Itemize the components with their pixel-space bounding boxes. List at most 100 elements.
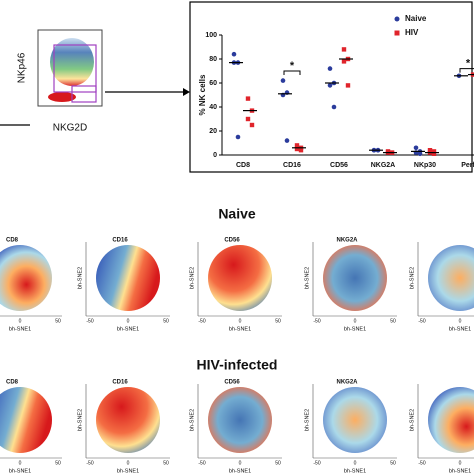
tsne-map xyxy=(0,245,52,311)
panel-title: CD56 xyxy=(224,238,240,244)
point xyxy=(280,78,286,83)
x-tick-label: CD16 xyxy=(283,162,301,169)
tsne-tick-label: 0 xyxy=(19,460,22,466)
point xyxy=(327,83,333,88)
gate xyxy=(71,85,97,103)
y-tick-label: 0 xyxy=(213,152,217,159)
y-tick-label: 80 xyxy=(209,56,217,63)
point xyxy=(249,122,255,128)
tsne-map xyxy=(208,387,272,453)
tsne-map xyxy=(428,245,474,311)
x-tick-label: Perf xyxy=(461,162,474,169)
y-tick-label: 20 xyxy=(209,128,217,135)
tsne-tick-label: 50 xyxy=(163,318,169,324)
legend-marker xyxy=(394,16,400,22)
flow-xlabel: NKG2D xyxy=(53,123,87,134)
y-tick-label: 40 xyxy=(209,104,217,111)
panel-title: CD16 xyxy=(112,238,128,244)
tsne-map xyxy=(323,387,387,453)
x-tick-label: NKG2A xyxy=(371,162,396,169)
tsne-tick-label: -50 xyxy=(198,318,205,324)
point xyxy=(235,134,241,140)
tsne-tick-label: -50 xyxy=(86,318,93,324)
significance-bracket xyxy=(459,68,474,73)
tsne-ylabel: bh-SNE2 xyxy=(409,267,415,289)
tsne-xlabel: bh-SNE1 xyxy=(229,326,251,332)
tsne-tick-label: -50 xyxy=(313,318,320,324)
point xyxy=(294,146,300,152)
panel-title: NKG2A xyxy=(336,380,358,386)
tsne-tick-label: 0 xyxy=(239,460,242,466)
tsne-ylabel: bh-SNE2 xyxy=(77,267,83,289)
tsne-tick-label: -50 xyxy=(418,318,425,324)
point xyxy=(431,149,437,154)
tsne-tick-label: 50 xyxy=(275,318,281,324)
tsne-tick-label: 0 xyxy=(127,460,130,466)
tsne-xlabel: bh-SNE1 xyxy=(9,468,31,474)
tsne-ylabel: bh-SNE2 xyxy=(304,267,310,289)
tsne-map xyxy=(323,245,387,311)
point xyxy=(345,83,351,88)
tsne-xlabel: bh-SNE1 xyxy=(9,326,31,332)
tsne-ylabel: bh-SNE2 xyxy=(304,409,310,431)
x-tick-label: NKp30 xyxy=(414,162,436,169)
point xyxy=(294,143,300,148)
tsne-ylabel: bh-SNE2 xyxy=(189,409,195,431)
point xyxy=(298,148,304,153)
tsne-tick-label: -50 xyxy=(86,460,93,466)
tsne-xlabel: bh-SNE1 xyxy=(344,326,366,332)
tsne-xlabel: bh-SNE1 xyxy=(449,326,471,332)
tsne-map xyxy=(96,245,160,311)
panel-title: CD56 xyxy=(224,380,240,386)
tsne-tick-label: -50 xyxy=(198,460,205,466)
tsne-tick-label: -50 xyxy=(418,460,425,466)
tsne-map xyxy=(96,387,160,453)
point xyxy=(245,116,251,122)
tsne-xlabel: bh-SNE1 xyxy=(117,468,139,474)
significance-bracket xyxy=(283,70,301,75)
tsne-tick-label: 0 xyxy=(459,460,462,466)
gate xyxy=(53,44,97,93)
tsne-xlabel: bh-SNE1 xyxy=(449,468,471,474)
row-title: Naive xyxy=(218,206,256,222)
tsne-ylabel: bh-SNE2 xyxy=(409,409,415,431)
flow-ylabel: NKp46 xyxy=(17,52,28,83)
tsne-map xyxy=(208,245,272,311)
point xyxy=(413,145,419,151)
arrow-head xyxy=(183,88,190,96)
legend-label: HIV xyxy=(405,28,419,37)
point xyxy=(327,66,333,71)
tsne-tick-label: 50 xyxy=(275,460,281,466)
tsne-tick-label: 50 xyxy=(163,460,169,466)
tsne-tick-label: 50 xyxy=(390,318,396,324)
legend-label: Naive xyxy=(405,14,427,23)
chart-frame xyxy=(189,1,473,173)
panel-title: CD16 xyxy=(112,380,128,386)
x-tick-label: CD56 xyxy=(330,162,348,169)
tsne-tick-label: 0 xyxy=(239,318,242,324)
panel-title: NKG2A xyxy=(336,238,358,244)
flow-population xyxy=(50,38,94,86)
point xyxy=(341,47,347,52)
tsne-map xyxy=(0,387,52,453)
point xyxy=(284,138,290,143)
legend-marker xyxy=(394,30,400,36)
point xyxy=(231,51,237,57)
tsne-ylabel: bh-SNE2 xyxy=(189,267,195,289)
y-tick-label: 100 xyxy=(205,32,217,39)
significance: * xyxy=(466,58,471,70)
tsne-tick-label: 50 xyxy=(55,318,61,324)
point xyxy=(431,151,437,156)
tsne-tick-label: 0 xyxy=(354,460,357,466)
row-title: HIV-infected xyxy=(197,357,278,373)
y-tick-label: 60 xyxy=(209,80,217,87)
tsne-xlabel: bh-SNE1 xyxy=(229,468,251,474)
panel-title: CD8 xyxy=(6,238,19,244)
panel-title: CD8 xyxy=(6,380,19,386)
tsne-xlabel: bh-SNE1 xyxy=(344,468,366,474)
tsne-tick-label: 50 xyxy=(55,460,61,466)
point xyxy=(427,148,433,153)
tsne-ylabel: bh-SNE2 xyxy=(77,409,83,431)
tsne-tick-label: 0 xyxy=(19,318,22,324)
